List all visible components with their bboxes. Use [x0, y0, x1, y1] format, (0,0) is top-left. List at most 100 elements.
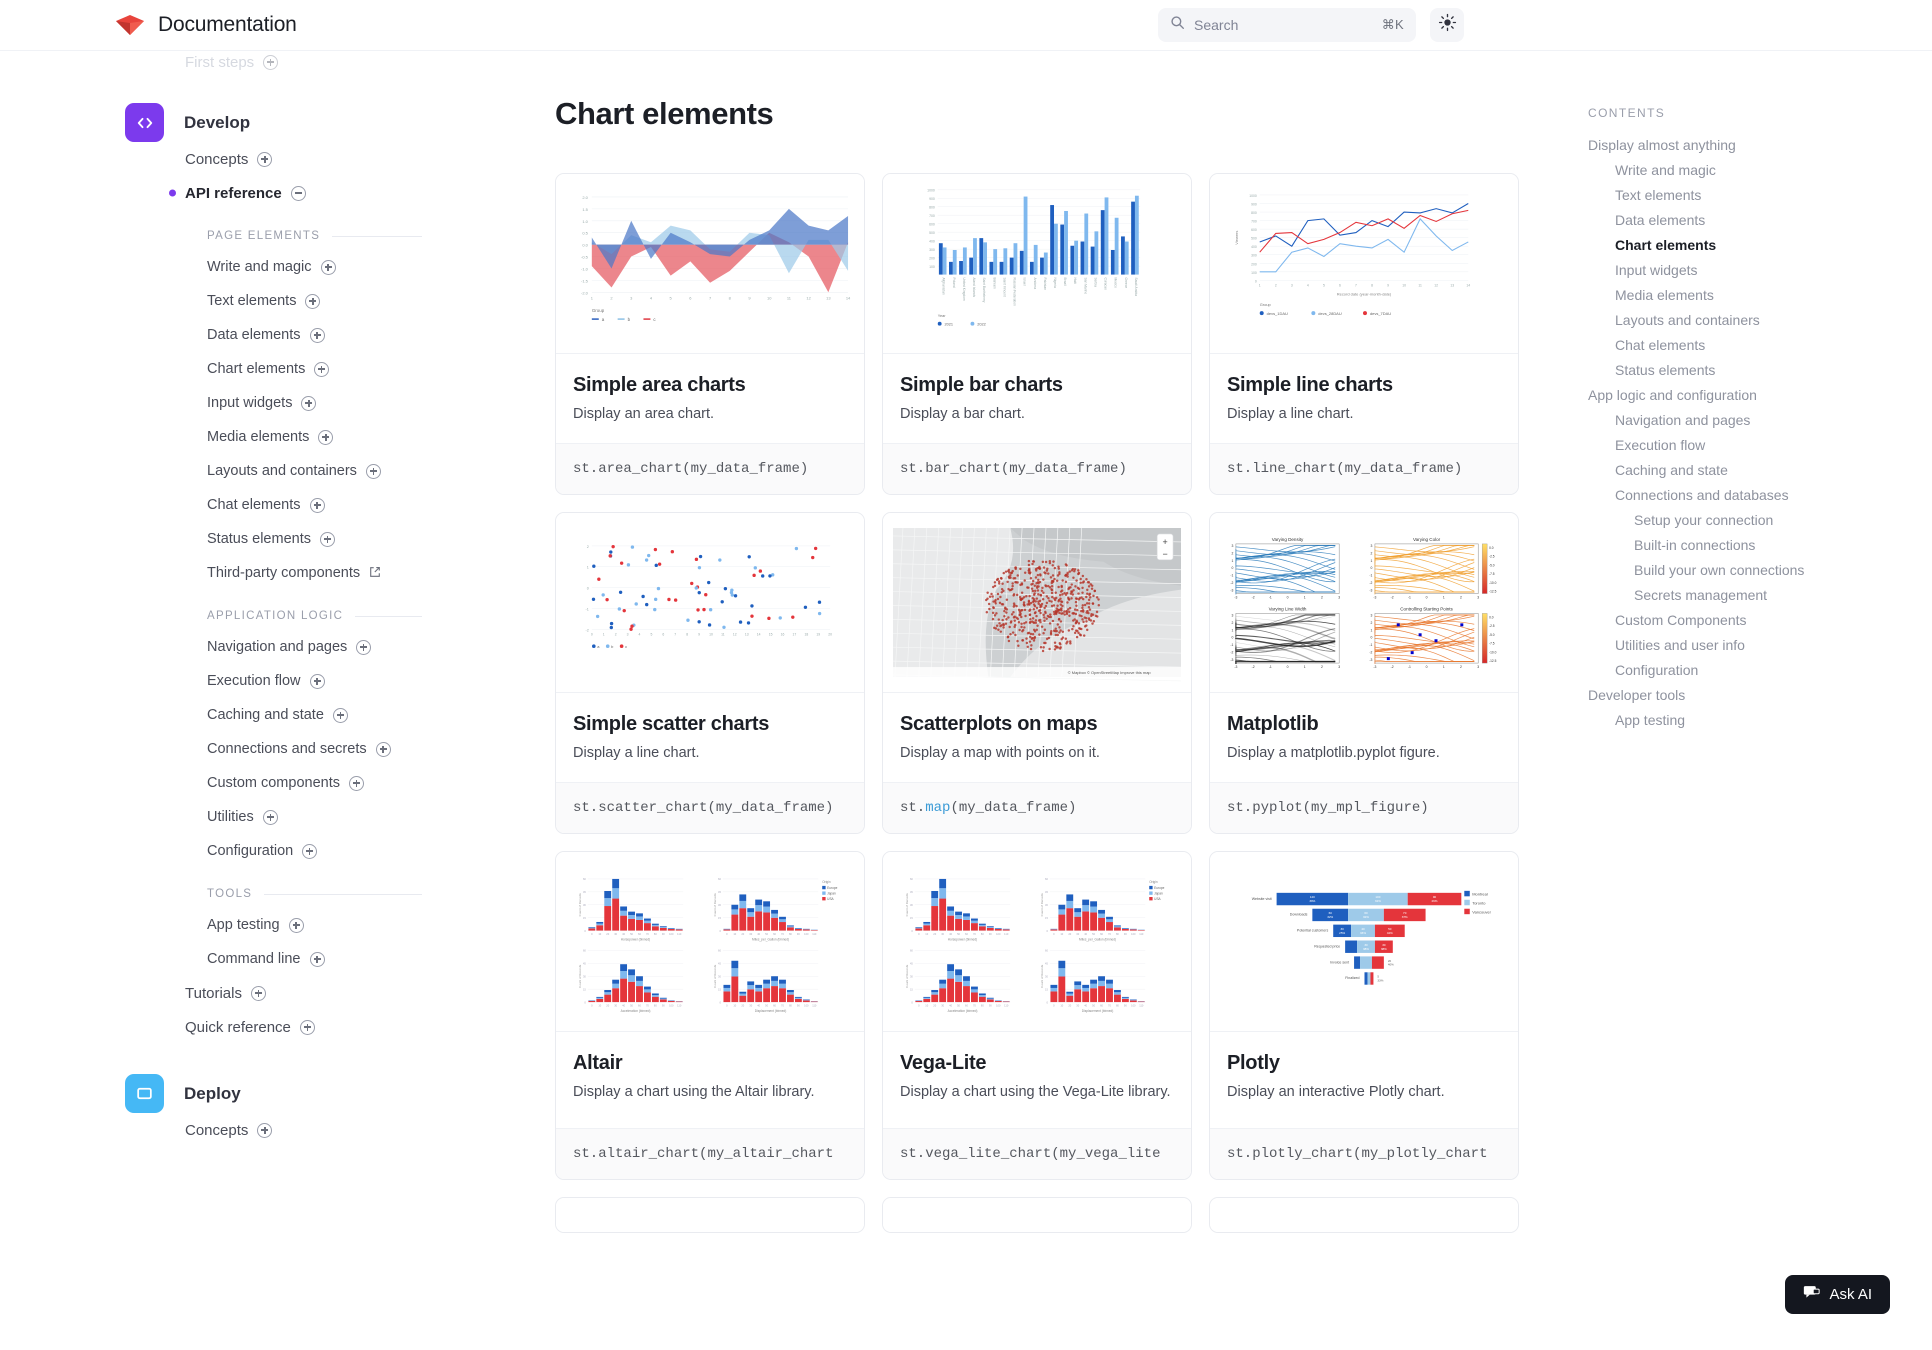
expand-icon[interactable] [356, 639, 372, 655]
card-vega-lite[interactable]: 0 10 20 30 40 50 60 70 80 90 100 110 Horsepower (bin… [882, 851, 1192, 1181]
sidebar-item-chat-elements[interactable]: Chat elements [125, 488, 540, 522]
search-input[interactable]: Search ⌘K [1158, 8, 1416, 42]
svg-text:-1: -1 [1230, 643, 1233, 647]
sidebar-group-header[interactable]: Deploy [125, 1074, 540, 1113]
expand-icon[interactable] [318, 429, 334, 445]
sidebar-item-input-widgets[interactable]: Input widgets [125, 386, 540, 420]
sidebar-item-connections-and-secrets[interactable]: Connections and secrets [125, 732, 540, 766]
theme-toggle-button[interactable] [1430, 8, 1464, 42]
expand-icon[interactable] [302, 843, 318, 859]
expand-icon[interactable] [309, 951, 325, 967]
sidebar-item-layouts-and-containers[interactable]: Layouts and containers [125, 454, 540, 488]
expand-icon[interactable] [348, 775, 364, 791]
sidebar[interactable]: First steps Develop Concepts API reference… [0, 51, 540, 1350]
card-altair[interactable]: 0 10 20 30 40 50 60 70 80 90 100 110 Horsepower (bin… [555, 851, 865, 1181]
sidebar-item-command-line[interactable]: Command line [125, 942, 540, 976]
expand-icon[interactable] [365, 463, 381, 479]
expand-icon[interactable] [299, 1019, 315, 1035]
expand-icon[interactable] [309, 497, 325, 513]
ask-ai-button[interactable]: Ask AI [1785, 1275, 1890, 1314]
sidebar-item-text-elements[interactable]: Text elements [125, 284, 540, 318]
toc-item-input-widgets[interactable]: Input widgets [1615, 261, 1698, 278]
card-plotly[interactable]: Website visit 120 39% 100 32% 90 29% Downloads 6… [1209, 851, 1519, 1181]
card-simple-bar-charts[interactable]: 100 200 300 400 500 600 700 800 900 1000 Afghanist… [882, 173, 1192, 496]
toc-item-chart-elements[interactable]: Chart elements [1615, 236, 1717, 253]
card-code-snippet: st.map(my_data_frame) [883, 782, 1191, 834]
expand-icon[interactable] [332, 707, 348, 723]
toc-item-layouts-and-containers[interactable]: Layouts and containers [1615, 311, 1760, 328]
sidebar-item-label: Navigation and pages [207, 639, 348, 655]
sidebar-item-concepts[interactable]: Concepts [125, 1113, 540, 1147]
expand-icon[interactable] [288, 917, 304, 933]
toc-item-setup-your-connection[interactable]: Setup your connection [1634, 511, 1774, 528]
card-next-row-placeholder[interactable] [555, 1197, 865, 1234]
toc-item-data-elements[interactable]: Data elements [1615, 211, 1706, 228]
svg-text:Count of Records: Count of Records [905, 893, 909, 917]
toc-item-navigation-and-pages[interactable]: Navigation and pages [1615, 411, 1751, 428]
sidebar-item-caching-and-state[interactable]: Caching and state [125, 698, 540, 732]
expand-icon[interactable] [262, 809, 278, 825]
svg-text:2021: 2021 [944, 323, 953, 327]
toc-item-built-in-connections[interactable]: Built-in connections [1634, 536, 1756, 553]
expand-icon[interactable] [305, 293, 321, 309]
card-next-row-placeholder[interactable] [882, 1197, 1192, 1234]
toc-item-execution-flow[interactable]: Execution flow [1615, 436, 1706, 453]
toc-item-secrets-management[interactable]: Secrets management [1634, 586, 1768, 603]
expand-icon[interactable] [309, 673, 325, 689]
svg-text:3: 3 [627, 632, 629, 636]
brand[interactable]: Documentation [115, 13, 297, 37]
card-scatterplots-on-maps[interactable]: + − © Mapbox © OpenStreetMap Improve this … [882, 512, 1192, 835]
sidebar-item-api-reference[interactable]: API reference [125, 176, 540, 210]
card-next-row-placeholder[interactable] [1209, 1197, 1519, 1234]
sidebar-item-app-testing[interactable]: App testing [125, 908, 540, 942]
toc-item-custom-components[interactable]: Custom Components [1615, 611, 1747, 628]
expand-icon[interactable] [309, 327, 325, 343]
sidebar-item-execution-flow[interactable]: Execution flow [125, 664, 540, 698]
toc-item-status-elements[interactable]: Status elements [1615, 361, 1716, 378]
expand-icon[interactable] [375, 741, 391, 757]
toc-item-developer-tools[interactable]: Developer tools [1588, 686, 1686, 703]
sidebar-item-navigation-and-pages[interactable]: Navigation and pages [125, 630, 540, 664]
sidebar-item-data-elements[interactable]: Data elements [125, 318, 540, 352]
toc-item-write-and-magic[interactable]: Write and magic [1615, 161, 1716, 178]
sidebar-item-utilities[interactable]: Utilities [125, 800, 540, 834]
sidebar-item-chart-elements[interactable]: Chart elements [125, 352, 540, 386]
expand-icon[interactable] [250, 985, 266, 1001]
card-simple-scatter-charts[interactable]: -2 -1 0 1 2 0 1 2 3 4 5 6 7 8 9 10 11 12 13 14 15 16 17 18 19 20 a… [555, 512, 865, 835]
toc-item-caching-and-state[interactable]: Caching and state [1615, 461, 1728, 478]
toc-item-app-testing[interactable]: App testing [1615, 711, 1686, 728]
toc-item-connections-and-databases[interactable]: Connections and databases [1615, 486, 1789, 503]
sidebar-item-status-elements[interactable]: Status elements [125, 522, 540, 556]
toc-item-app-logic-and-configuration[interactable]: App logic and configuration [1588, 386, 1757, 403]
expand-icon[interactable] [257, 151, 273, 167]
expand-icon[interactable] [263, 54, 279, 70]
toc-item-configuration[interactable]: Configuration [1615, 661, 1699, 678]
sidebar-item-custom-components[interactable]: Custom components [125, 766, 540, 800]
toc-item-media-elements[interactable]: Media elements [1615, 286, 1714, 303]
toc-item-text-elements[interactable]: Text elements [1615, 186, 1702, 203]
card-simple-line-charts[interactable]: 0 100 200 300 400 500 600 700 800 900 1000 1 2 3 4 5 6 7 8… [1209, 173, 1519, 496]
sidebar-item-media-elements[interactable]: Media elements [125, 420, 540, 454]
sidebar-group-header[interactable]: Develop [125, 103, 540, 142]
toc-item-utilities-and-user-info[interactable]: Utilities and user info [1615, 636, 1745, 653]
card-simple-area-charts[interactable]: -2.0 -1.5 -1.0 -0.5 0.0 0.5 1.0 1.5 2.0 1 2 3 4 5 6 7 8 9… [555, 173, 865, 496]
expand-icon[interactable] [314, 361, 330, 377]
toc-item-build-your-own-connections[interactable]: Build your own connections [1634, 561, 1805, 578]
sidebar-item-concepts[interactable]: Concepts [125, 142, 540, 176]
card-matplotlib[interactable]: Varying Density 3 2 1 0 -1 -2 -3 -3 -2 -1 0 1 2 3 Varyi… [1209, 512, 1519, 835]
toc-item-display-almost-anything[interactable]: Display almost anything [1588, 136, 1736, 153]
sidebar-item-tutorials[interactable]: Tutorials [125, 976, 540, 1010]
expand-icon[interactable] [320, 259, 336, 275]
expand-icon[interactable] [257, 1122, 273, 1138]
toc-item-chat-elements[interactable]: Chat elements [1615, 336, 1706, 353]
sidebar-item-configuration[interactable]: Configuration [125, 834, 540, 868]
sidebar-item-third-party-components[interactable]: Third-party components [125, 556, 540, 590]
sidebar-item-quick-reference[interactable]: Quick reference [125, 1010, 540, 1044]
sidebar-item-first-steps[interactable]: First steps [185, 51, 540, 73]
expand-icon[interactable] [301, 395, 317, 411]
expand-icon[interactable] [319, 531, 335, 547]
collapse-icon[interactable] [290, 185, 306, 201]
svg-text:-1: -1 [1369, 643, 1372, 647]
sidebar-item-write-and-magic[interactable]: Write and magic [125, 250, 540, 284]
svg-text:2: 2 [587, 545, 589, 549]
